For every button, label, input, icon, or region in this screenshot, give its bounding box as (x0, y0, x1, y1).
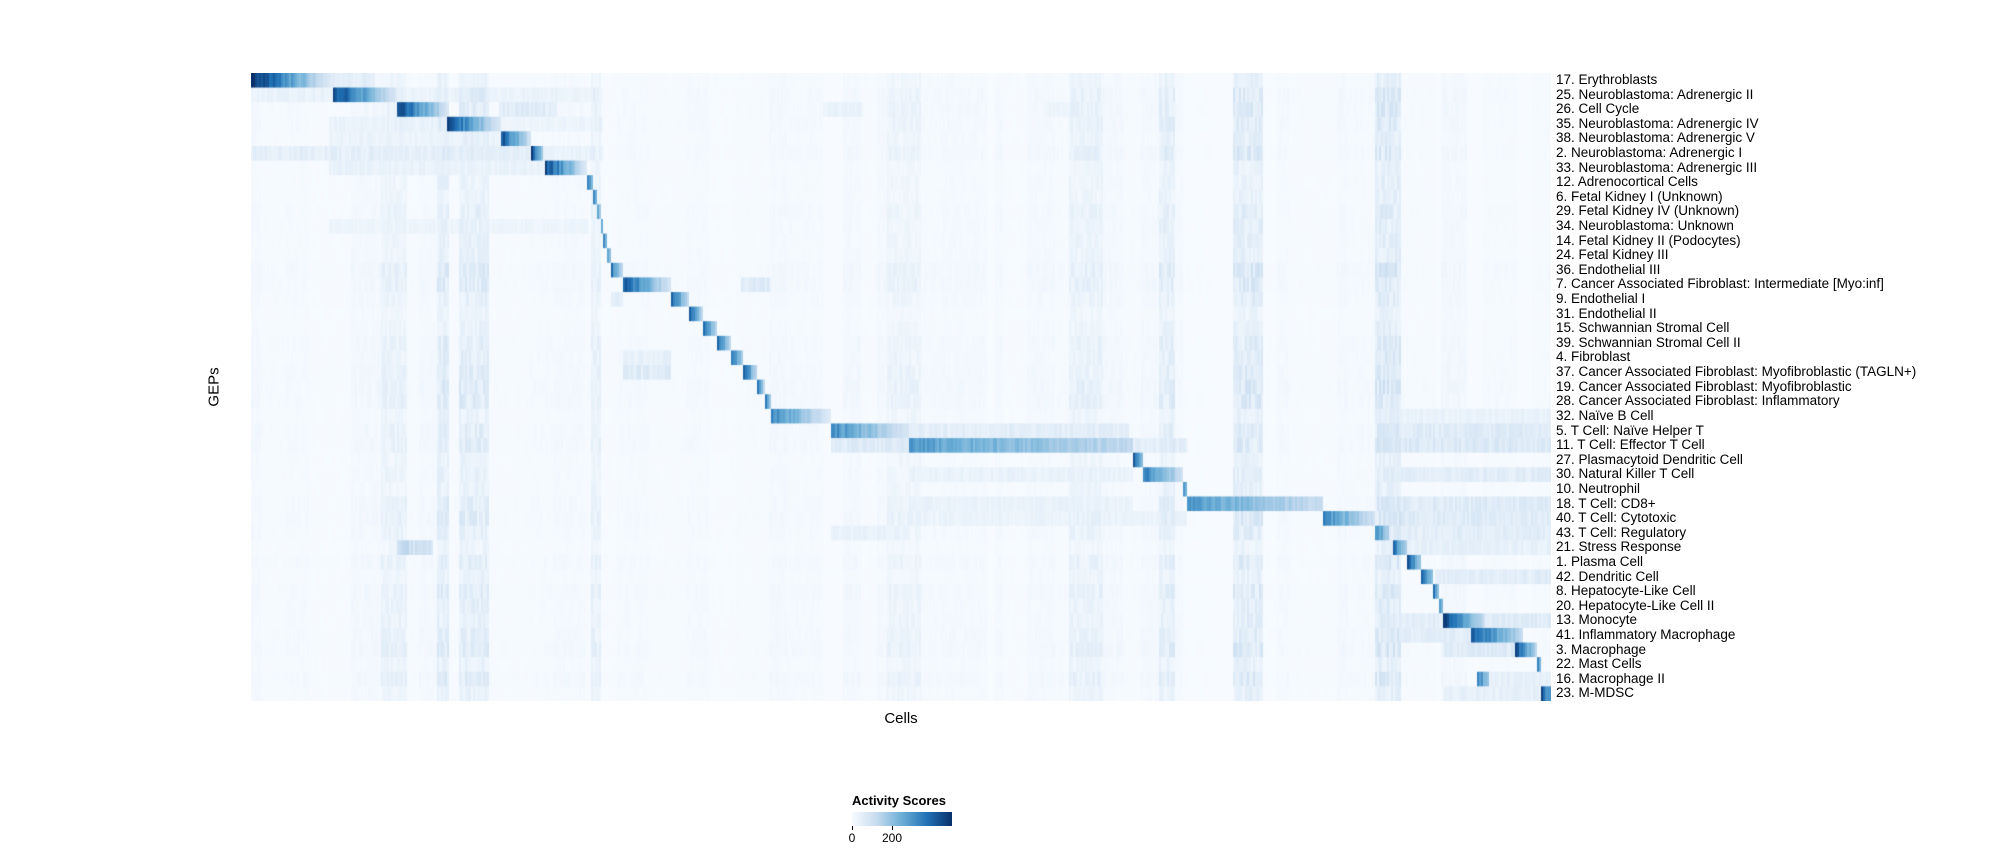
y-axis-label: GEPs (205, 367, 223, 407)
row-label: 43. T Cell: Regulatory (1556, 524, 1687, 540)
row-label: 5. T Cell: Naïve Helper T (1556, 422, 1704, 438)
row-label: 4. Fibroblast (1556, 349, 1631, 365)
row-label: 29. Fetal Kidney IV (Unknown) (1556, 203, 1740, 219)
row-label: 19. Cancer Associated Fibroblast: Myofib… (1556, 378, 1852, 394)
row-label: 21. Stress Response (1556, 539, 1682, 555)
colorbar-tickmarks (852, 826, 952, 830)
colorbar-ticklabels: 0 200 (848, 830, 952, 845)
row-label: 24. Fetal Kidney III (1556, 247, 1669, 263)
row-label: 9. Endothelial I (1556, 291, 1646, 307)
row-label: 1. Plasma Cell (1556, 553, 1644, 569)
row-label: 25. Neuroblastoma: Adrenergic II (1556, 86, 1754, 102)
tickmark-200 (892, 826, 893, 830)
row-label: 6. Fetal Kidney I (Unknown) (1556, 188, 1723, 204)
row-label: 18. T Cell: CD8+ (1556, 495, 1656, 511)
tick-label-200: 200 (881, 831, 903, 845)
row-label: 30. Natural Killer T Cell (1556, 466, 1695, 482)
row-label: 10. Neutrophil (1556, 480, 1641, 496)
row-label: 35. Neuroblastoma: Adrenergic IV (1556, 115, 1759, 131)
row-label: 33. Neuroblastoma: Adrenergic III (1556, 159, 1758, 175)
row-label: 7. Cancer Associated Fibroblast: Interme… (1556, 276, 1884, 292)
colorbar-gradient (852, 812, 952, 826)
row-label: 42. Dendritic Cell (1556, 568, 1659, 584)
row-label: 36. Endothelial III (1556, 261, 1661, 277)
row-label: 26. Cell Cycle (1556, 101, 1640, 117)
row-label: 2. Neuroblastoma: Adrenergic I (1556, 145, 1743, 161)
row-label: 20. Hepatocyte-Like Cell II (1556, 597, 1715, 613)
row-label: 40. T Cell: Cytotoxic (1556, 510, 1677, 526)
row-label: 14. Fetal Kidney II (Podocytes) (1556, 232, 1741, 248)
row-label: 28. Cancer Associated Fibroblast: Inflam… (1556, 393, 1840, 409)
row-label: 17. Erythroblasts (1556, 72, 1658, 87)
row-label: 12. Adrenocortical Cells (1556, 174, 1698, 190)
row-label: 39. Schwannian Stromal Cell II (1556, 334, 1741, 350)
heatmap-canvas (251, 73, 1551, 701)
row-label: 22. Mast Cells (1556, 656, 1642, 672)
row-label: 11. T Cell: Effector T Cell (1556, 437, 1705, 453)
row-label: 3. Macrophage (1556, 641, 1647, 657)
row-label: 15. Schwannian Stromal Cell (1556, 320, 1730, 336)
tick-label-0: 0 (848, 831, 856, 845)
row-label: 41. Inflammatory Macrophage (1556, 626, 1736, 642)
row-label: 8. Hepatocyte-Like Cell (1556, 583, 1696, 599)
row-label: 34. Neuroblastoma: Unknown (1556, 218, 1734, 234)
row-label: 32. Naïve B Cell (1556, 407, 1654, 423)
legend-title: Activity Scores (852, 793, 946, 808)
row-label: 31. Endothelial II (1556, 305, 1657, 321)
row-label: 37. Cancer Associated Fibroblast: Myofib… (1556, 364, 1917, 380)
row-label: 23. M-MDSC (1556, 685, 1635, 701)
tickmark-0 (852, 826, 853, 830)
row-label: 16. Macrophage II (1556, 670, 1665, 686)
row-label: 13. Monocyte (1556, 612, 1638, 628)
colorbar-legend: Activity Scores 0 200 (848, 793, 1012, 845)
x-axis-label: Cells (884, 710, 918, 727)
row-label: 27. Plasmacytoid Dendritic Cell (1556, 451, 1743, 467)
row-label: 38. Neuroblastoma: Adrenergic V (1556, 130, 1755, 146)
